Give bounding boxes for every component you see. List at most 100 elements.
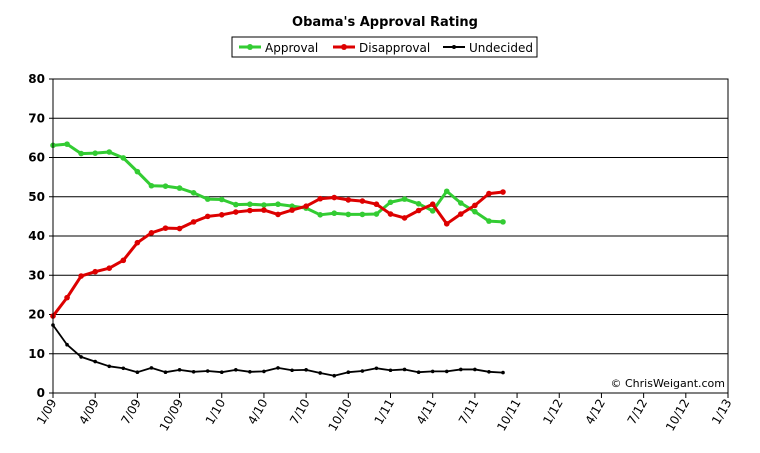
undecided-point: [487, 370, 491, 374]
undecided-point: [360, 369, 365, 373]
y-tick-label: 50: [28, 190, 45, 204]
undecided-point: [177, 368, 182, 372]
undecided-point: [191, 370, 196, 374]
disapproval-point: [162, 225, 169, 231]
x-tick-label: 7/11: [456, 397, 482, 427]
disapproval-point: [289, 207, 295, 213]
y-tick-label: 10: [28, 347, 45, 361]
legend-box: [231, 36, 538, 58]
disapproval-point: [373, 201, 380, 208]
undecided-point: [346, 370, 351, 375]
approval-point: [387, 199, 394, 206]
y-axis-ticks: 0 10 20 30 40 50 60 70 80: [28, 72, 53, 400]
approval-point: [373, 211, 380, 217]
y-tick-label: 40: [28, 229, 45, 243]
disapproval-point: [261, 207, 267, 213]
disapproval-point: [176, 225, 183, 232]
disapproval-point: [443, 221, 450, 227]
undecided-point: [219, 370, 224, 375]
disapproval-point: [387, 211, 394, 217]
disapproval-point: [233, 209, 239, 215]
x-tick-label: 10/10: [325, 397, 354, 434]
approval-point: [162, 183, 169, 189]
undecided-point: [430, 369, 435, 374]
x-tick-label: 4/09: [76, 397, 102, 427]
undecided-point: [65, 342, 69, 347]
approval-point: [429, 208, 436, 214]
credit-text: © ChrisWeigant.com: [610, 377, 725, 390]
disapproval-point: [331, 194, 338, 201]
disapproval-point: [359, 198, 366, 204]
undecided-point: [79, 355, 83, 359]
disapproval-point: [190, 219, 197, 225]
y-tick-label: 0: [37, 386, 45, 400]
undecided-point: [276, 366, 280, 370]
approval-point: [92, 150, 98, 156]
undecided-point: [93, 359, 97, 364]
approval-point: [401, 196, 408, 202]
approval-point: [247, 201, 253, 208]
x-tick-label: 10/09: [157, 397, 186, 434]
undecided-point: [374, 366, 379, 371]
approval-point: [176, 185, 183, 191]
undecided-point: [163, 370, 168, 375]
legend-approval-label: Approval: [265, 41, 318, 55]
undecided-point: [149, 366, 154, 370]
legend-undecided-marker: [452, 45, 456, 49]
undecided-point: [473, 367, 477, 372]
approval-point: [486, 218, 492, 224]
x-tick-label: 10/11: [494, 397, 523, 434]
legend-disapproval-marker: [341, 44, 347, 50]
disapproval-point: [247, 207, 253, 214]
disapproval-point: [458, 211, 464, 217]
undecided-point: [402, 367, 407, 372]
chart-title: Obama's Approval Rating: [292, 15, 478, 30]
x-tick-label: 4/12: [582, 397, 608, 427]
undecided-point: [332, 373, 337, 378]
y-tick-label: 80: [28, 72, 45, 86]
approval-point: [233, 201, 239, 208]
undecided-point: [388, 368, 393, 373]
approval-point: [78, 150, 84, 157]
approval-point: [64, 141, 70, 147]
disapproval-point: [486, 190, 492, 197]
disapproval-point: [317, 195, 323, 202]
disapproval-point: [415, 207, 422, 214]
legend-undecided-label: Undecided: [469, 41, 533, 55]
approval-point: [359, 211, 366, 218]
approval-point: [190, 190, 197, 196]
undecided-point: [205, 369, 210, 373]
approval-point: [500, 219, 506, 225]
x-tick-label: 4/11: [414, 397, 440, 427]
x-tick-label: 7/12: [625, 397, 651, 427]
x-tick-label: 1/10: [203, 397, 229, 427]
legend-approval-marker: [247, 44, 253, 50]
approval-point: [106, 149, 113, 155]
disapproval-point: [429, 201, 436, 208]
approval-point: [345, 211, 352, 218]
disapproval-point: [275, 211, 281, 218]
series-lines: [50, 141, 506, 378]
y-tick-label: 60: [28, 151, 45, 165]
undecided-point: [444, 369, 449, 374]
approval-point: [134, 168, 141, 175]
x-tick-label: 1/11: [371, 397, 397, 427]
undecided-point: [304, 368, 308, 372]
legend-disapproval-label: Disapproval: [359, 41, 430, 55]
undecided-point: [262, 369, 266, 374]
undecided-point: [416, 370, 421, 375]
approval-point: [261, 202, 267, 208]
undecided-point: [290, 368, 294, 373]
undecided-point: [234, 368, 238, 372]
disapproval-point: [148, 230, 155, 236]
x-tick-label: 7/09: [118, 397, 144, 427]
undecided-point: [107, 364, 112, 369]
undecided-point: [318, 371, 322, 375]
disapproval-line: [51, 190, 504, 317]
approval-point: [120, 155, 127, 161]
y-tick-label: 70: [28, 111, 45, 125]
approval-point: [415, 201, 422, 207]
x-tick-label: 1/13: [709, 397, 735, 427]
approval-point: [148, 182, 155, 189]
undecided-point: [459, 367, 463, 372]
